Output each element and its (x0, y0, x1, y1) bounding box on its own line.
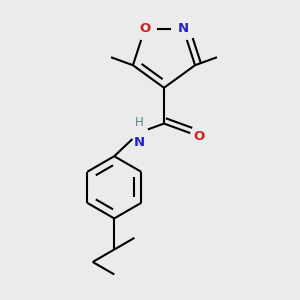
Text: N: N (134, 136, 145, 149)
Text: O: O (139, 22, 150, 35)
Text: H: H (135, 116, 143, 130)
Text: O: O (194, 130, 205, 143)
Text: N: N (178, 22, 189, 35)
